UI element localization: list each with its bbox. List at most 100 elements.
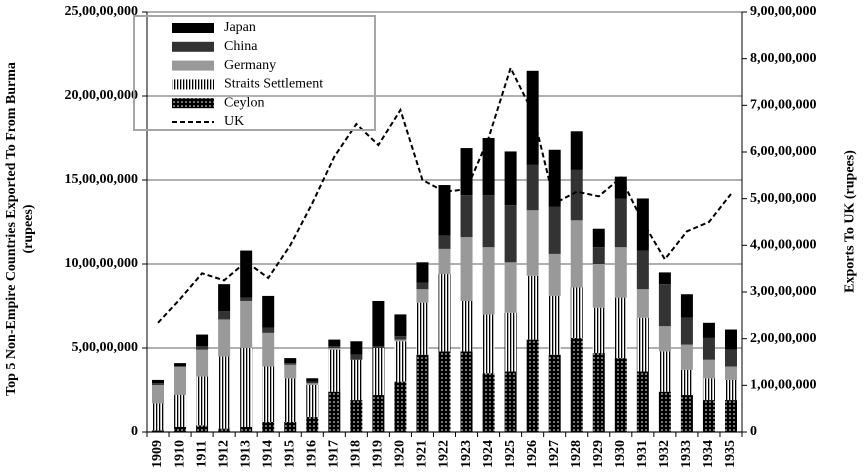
bar-segment <box>438 248 451 275</box>
x-tick-label: 1909 <box>150 440 165 468</box>
bar-segment <box>636 317 649 372</box>
bar-segment <box>614 176 627 199</box>
bar-segment <box>548 354 561 432</box>
bar-segment <box>152 379 165 384</box>
bar-segment <box>240 250 253 298</box>
y-tick-label: 10,00,00,000 <box>65 256 139 271</box>
x-tick-label: 1933 <box>679 440 694 468</box>
bar-segment <box>416 282 429 290</box>
bar-segment <box>570 337 583 432</box>
bar-segment <box>416 302 429 355</box>
bar-segment <box>284 358 297 364</box>
y-axis-title: Top 5 Non-Empire Countries Exported To F… <box>4 62 36 396</box>
bar-segment <box>526 339 539 432</box>
bar-segment <box>636 198 649 251</box>
bar-segment <box>196 346 209 350</box>
bar-segment <box>592 264 605 308</box>
bar-segment <box>174 426 187 432</box>
bar-segment <box>548 295 561 355</box>
bar-segment <box>504 262 517 313</box>
x-tick-label: 1927 <box>547 440 562 468</box>
bar-segment <box>702 322 715 338</box>
bar-segment <box>658 391 671 432</box>
y2-tick-label: 4,00,00,000 <box>750 238 817 253</box>
x-tick-label: 1930 <box>613 440 628 468</box>
bar-segment <box>394 339 407 342</box>
bar-segment <box>372 346 385 348</box>
bar-segment <box>394 336 407 340</box>
legend-swatch <box>172 98 214 109</box>
bar-segment <box>438 235 451 249</box>
y-tick-label: 20,00,00,000 <box>65 88 139 103</box>
bar-segment <box>152 383 165 385</box>
bar-segment <box>350 341 363 355</box>
bar-segment <box>592 307 605 354</box>
x-tick-label: 1935 <box>723 440 738 468</box>
legend-swatch <box>172 60 214 71</box>
bar-segment <box>394 381 407 432</box>
x-tick-label: 1929 <box>591 440 606 468</box>
bar-segment <box>438 274 451 352</box>
bar-segment <box>394 314 407 337</box>
x-tick-label: 1931 <box>635 440 650 468</box>
bar-segment <box>724 366 737 380</box>
bar-segment <box>350 354 363 360</box>
bar-segment <box>152 430 165 432</box>
bar-segment <box>218 428 231 432</box>
x-tick-label: 1932 <box>657 440 672 468</box>
bar-segment <box>636 371 649 432</box>
bar-segment <box>526 275 539 340</box>
bar-segment <box>570 131 583 170</box>
bar-segment <box>372 348 385 396</box>
legend-swatch <box>172 79 214 90</box>
x-tick-label: 1926 <box>525 440 540 468</box>
bar-segment <box>592 353 605 432</box>
bar-segment <box>328 348 341 350</box>
x-tick-label: 1925 <box>503 440 518 468</box>
bar-segment <box>658 351 671 392</box>
y2-tick-label: 5,00,00,000 <box>750 191 817 206</box>
bar-segment <box>174 395 187 427</box>
bar-segment <box>284 378 297 422</box>
bar-segment <box>504 205 517 263</box>
bar-segment <box>196 334 209 347</box>
bar-segment <box>350 400 363 432</box>
bar-segment <box>504 371 517 432</box>
bar-segment <box>460 195 473 238</box>
x-tick-label: 1920 <box>393 440 408 468</box>
bar-segment <box>680 395 693 432</box>
bar-segment <box>218 319 231 357</box>
y2-tick-label: 1,00,00,000 <box>750 378 817 393</box>
bar-segment <box>526 164 539 211</box>
bar-segment <box>262 421 275 432</box>
bar-segment <box>306 416 319 432</box>
legend-label: Japan <box>224 20 256 35</box>
bar-segment <box>284 363 297 365</box>
bar-segment <box>460 351 473 432</box>
bar-segment <box>174 363 187 367</box>
y2-tick-label: 6,00,00,000 <box>750 144 817 159</box>
bar-segment <box>570 287 583 338</box>
bar-segment <box>636 289 649 318</box>
bar-segment <box>416 354 429 432</box>
bar-segment <box>526 210 539 276</box>
bar-segment <box>592 228 605 248</box>
x-tick-label: 1919 <box>371 440 386 468</box>
bar-segment <box>658 272 671 285</box>
bar-segment <box>658 326 671 352</box>
x-tick-label: 1913 <box>238 440 253 468</box>
bar-segment <box>174 366 187 396</box>
bar-segment <box>152 403 165 431</box>
bar-segment <box>658 284 671 327</box>
bar-segment <box>680 294 693 318</box>
bar-segment <box>218 311 231 320</box>
y2-tick-label: 2,00,00,000 <box>750 331 817 346</box>
bar-segment <box>460 237 473 301</box>
y2-axis-title: Exports To UK (rupees) <box>842 150 858 293</box>
bar-segment <box>328 339 341 347</box>
x-tick-label: 1921 <box>415 440 430 468</box>
bar-segment <box>416 262 429 283</box>
bar-segment <box>526 70 539 165</box>
legend-label: Germany <box>224 58 276 73</box>
